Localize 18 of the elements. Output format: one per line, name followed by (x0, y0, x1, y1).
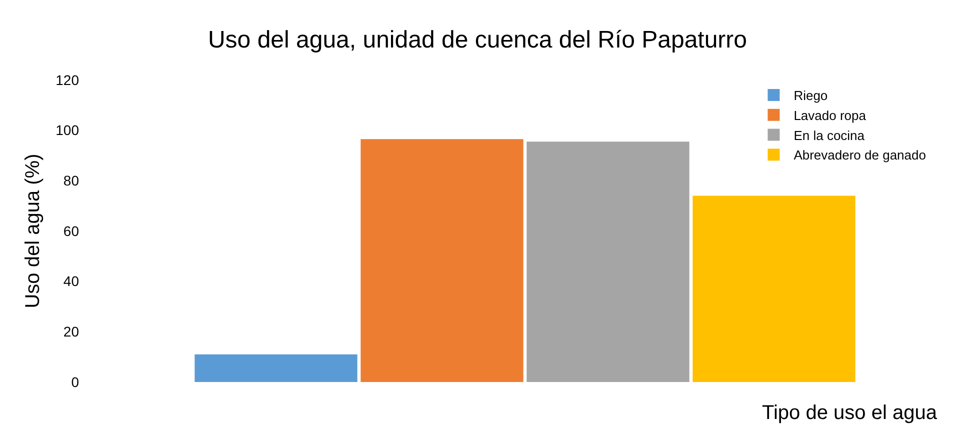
chart-title: Uso del agua, unidad de cuenca del Río Papaturro (208, 26, 748, 54)
legend-label: Riego (794, 88, 828, 104)
bar (692, 196, 856, 382)
y-tick-label: 60 (63, 222, 80, 239)
y-tick-label: 120 (56, 72, 80, 88)
x-axis-title: Tipo de uso el agua (762, 402, 938, 424)
y-tick-label: 40 (63, 273, 80, 290)
legend-label: Abrevadero de ganado (794, 148, 926, 163)
y-tick-label: 80 (63, 172, 80, 189)
y-tick-label: 0 (71, 374, 80, 390)
legend-label: En la cocina (794, 128, 866, 143)
y-tick-label: 100 (56, 122, 80, 138)
bar (194, 354, 358, 382)
y-axis-title: Uso del agua (%) (22, 154, 44, 308)
legend-label: Lavado ropa (794, 108, 867, 123)
bar (526, 142, 690, 382)
y-tick-label: 20 (63, 324, 80, 340)
bar (360, 139, 524, 382)
